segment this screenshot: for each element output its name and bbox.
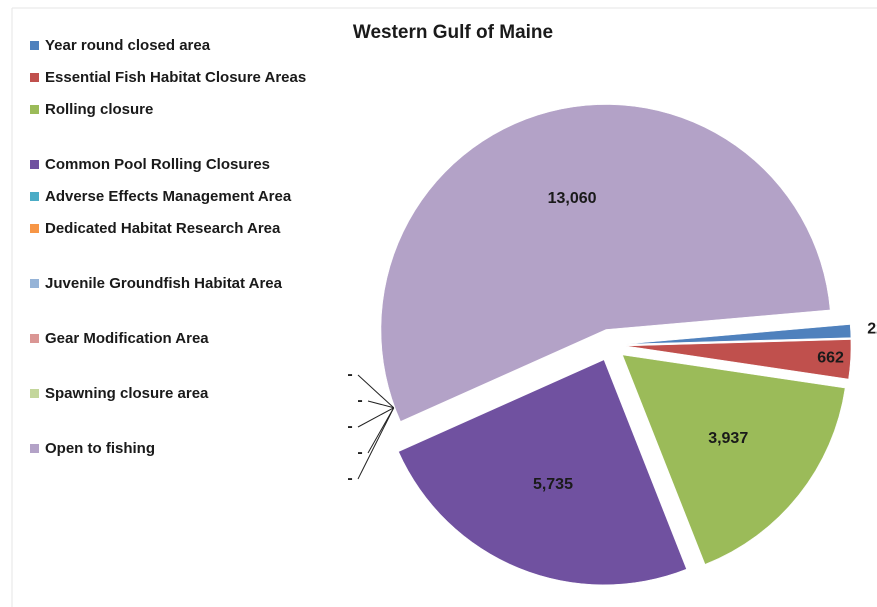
legend: Year round closed area Essential Fish Hab… <box>30 34 320 460</box>
leader-line <box>357 407 395 480</box>
legend-label: Essential Fish Habitat Closure Areas <box>45 69 307 86</box>
data-label: - <box>347 418 352 435</box>
data-label: 3,937 <box>708 430 748 447</box>
leader-line <box>357 407 394 428</box>
chart-title: Western Gulf of Maine <box>353 22 553 43</box>
pie-slice <box>398 359 687 586</box>
legend-swatch <box>30 192 39 201</box>
legend-item: Year round closed area <box>30 34 320 57</box>
legend-label: Juvenile Groundfish Habitat Area <box>45 275 282 292</box>
legend-item: Juvenile Groundfish Habitat Area <box>30 272 320 295</box>
legend-label: Spawning closure area <box>45 385 209 402</box>
legend-swatch <box>30 279 39 288</box>
pie-slice <box>625 339 852 380</box>
legend-swatch <box>30 444 39 453</box>
data-label: 662 <box>817 349 844 366</box>
legend-swatch <box>30 389 39 398</box>
legend-item: Common Pool Rolling Closures <box>30 153 320 176</box>
legend-label: Common Pool Rolling Closures <box>45 156 271 173</box>
legend-swatch <box>30 334 39 343</box>
legend-item: Adverse Effects Management Area <box>30 185 320 208</box>
legend-label: Adverse Effects Management Area <box>45 188 292 205</box>
legend-item: Rolling closure <box>30 98 320 121</box>
data-label: - <box>347 470 352 487</box>
pie-slice <box>625 324 852 345</box>
pie-slice <box>380 104 831 422</box>
legend-label: Rolling closure <box>45 101 154 118</box>
legend-label: Year round closed area <box>45 37 211 54</box>
legend-swatch <box>30 224 39 233</box>
leader-line <box>357 374 395 409</box>
legend-swatch <box>30 105 39 114</box>
data-label: - <box>357 444 362 461</box>
legend-label: Gear Modification Area <box>45 330 209 347</box>
legend-label: Dedicated Habitat Research Area <box>45 220 281 237</box>
pie-slice <box>622 354 846 565</box>
legend-item: Essential Fish Habitat Closure Areas <box>30 66 320 89</box>
data-label: 221 <box>867 321 877 338</box>
data-label: 5,735 <box>533 476 573 493</box>
legend-item: Spawning closure area <box>30 382 320 405</box>
data-label: - <box>357 392 362 409</box>
legend-item: Open to fishing <box>30 437 320 460</box>
leader-line <box>367 400 394 409</box>
legend-item: Gear Modification Area <box>30 327 320 350</box>
legend-swatch <box>30 41 39 50</box>
data-label: - <box>347 366 352 383</box>
legend-label: Open to fishing <box>45 440 155 457</box>
legend-item: Dedicated Habitat Research Area <box>30 217 320 240</box>
legend-swatch <box>30 160 39 169</box>
legend-swatch <box>30 73 39 82</box>
data-label: 13,060 <box>548 190 597 207</box>
